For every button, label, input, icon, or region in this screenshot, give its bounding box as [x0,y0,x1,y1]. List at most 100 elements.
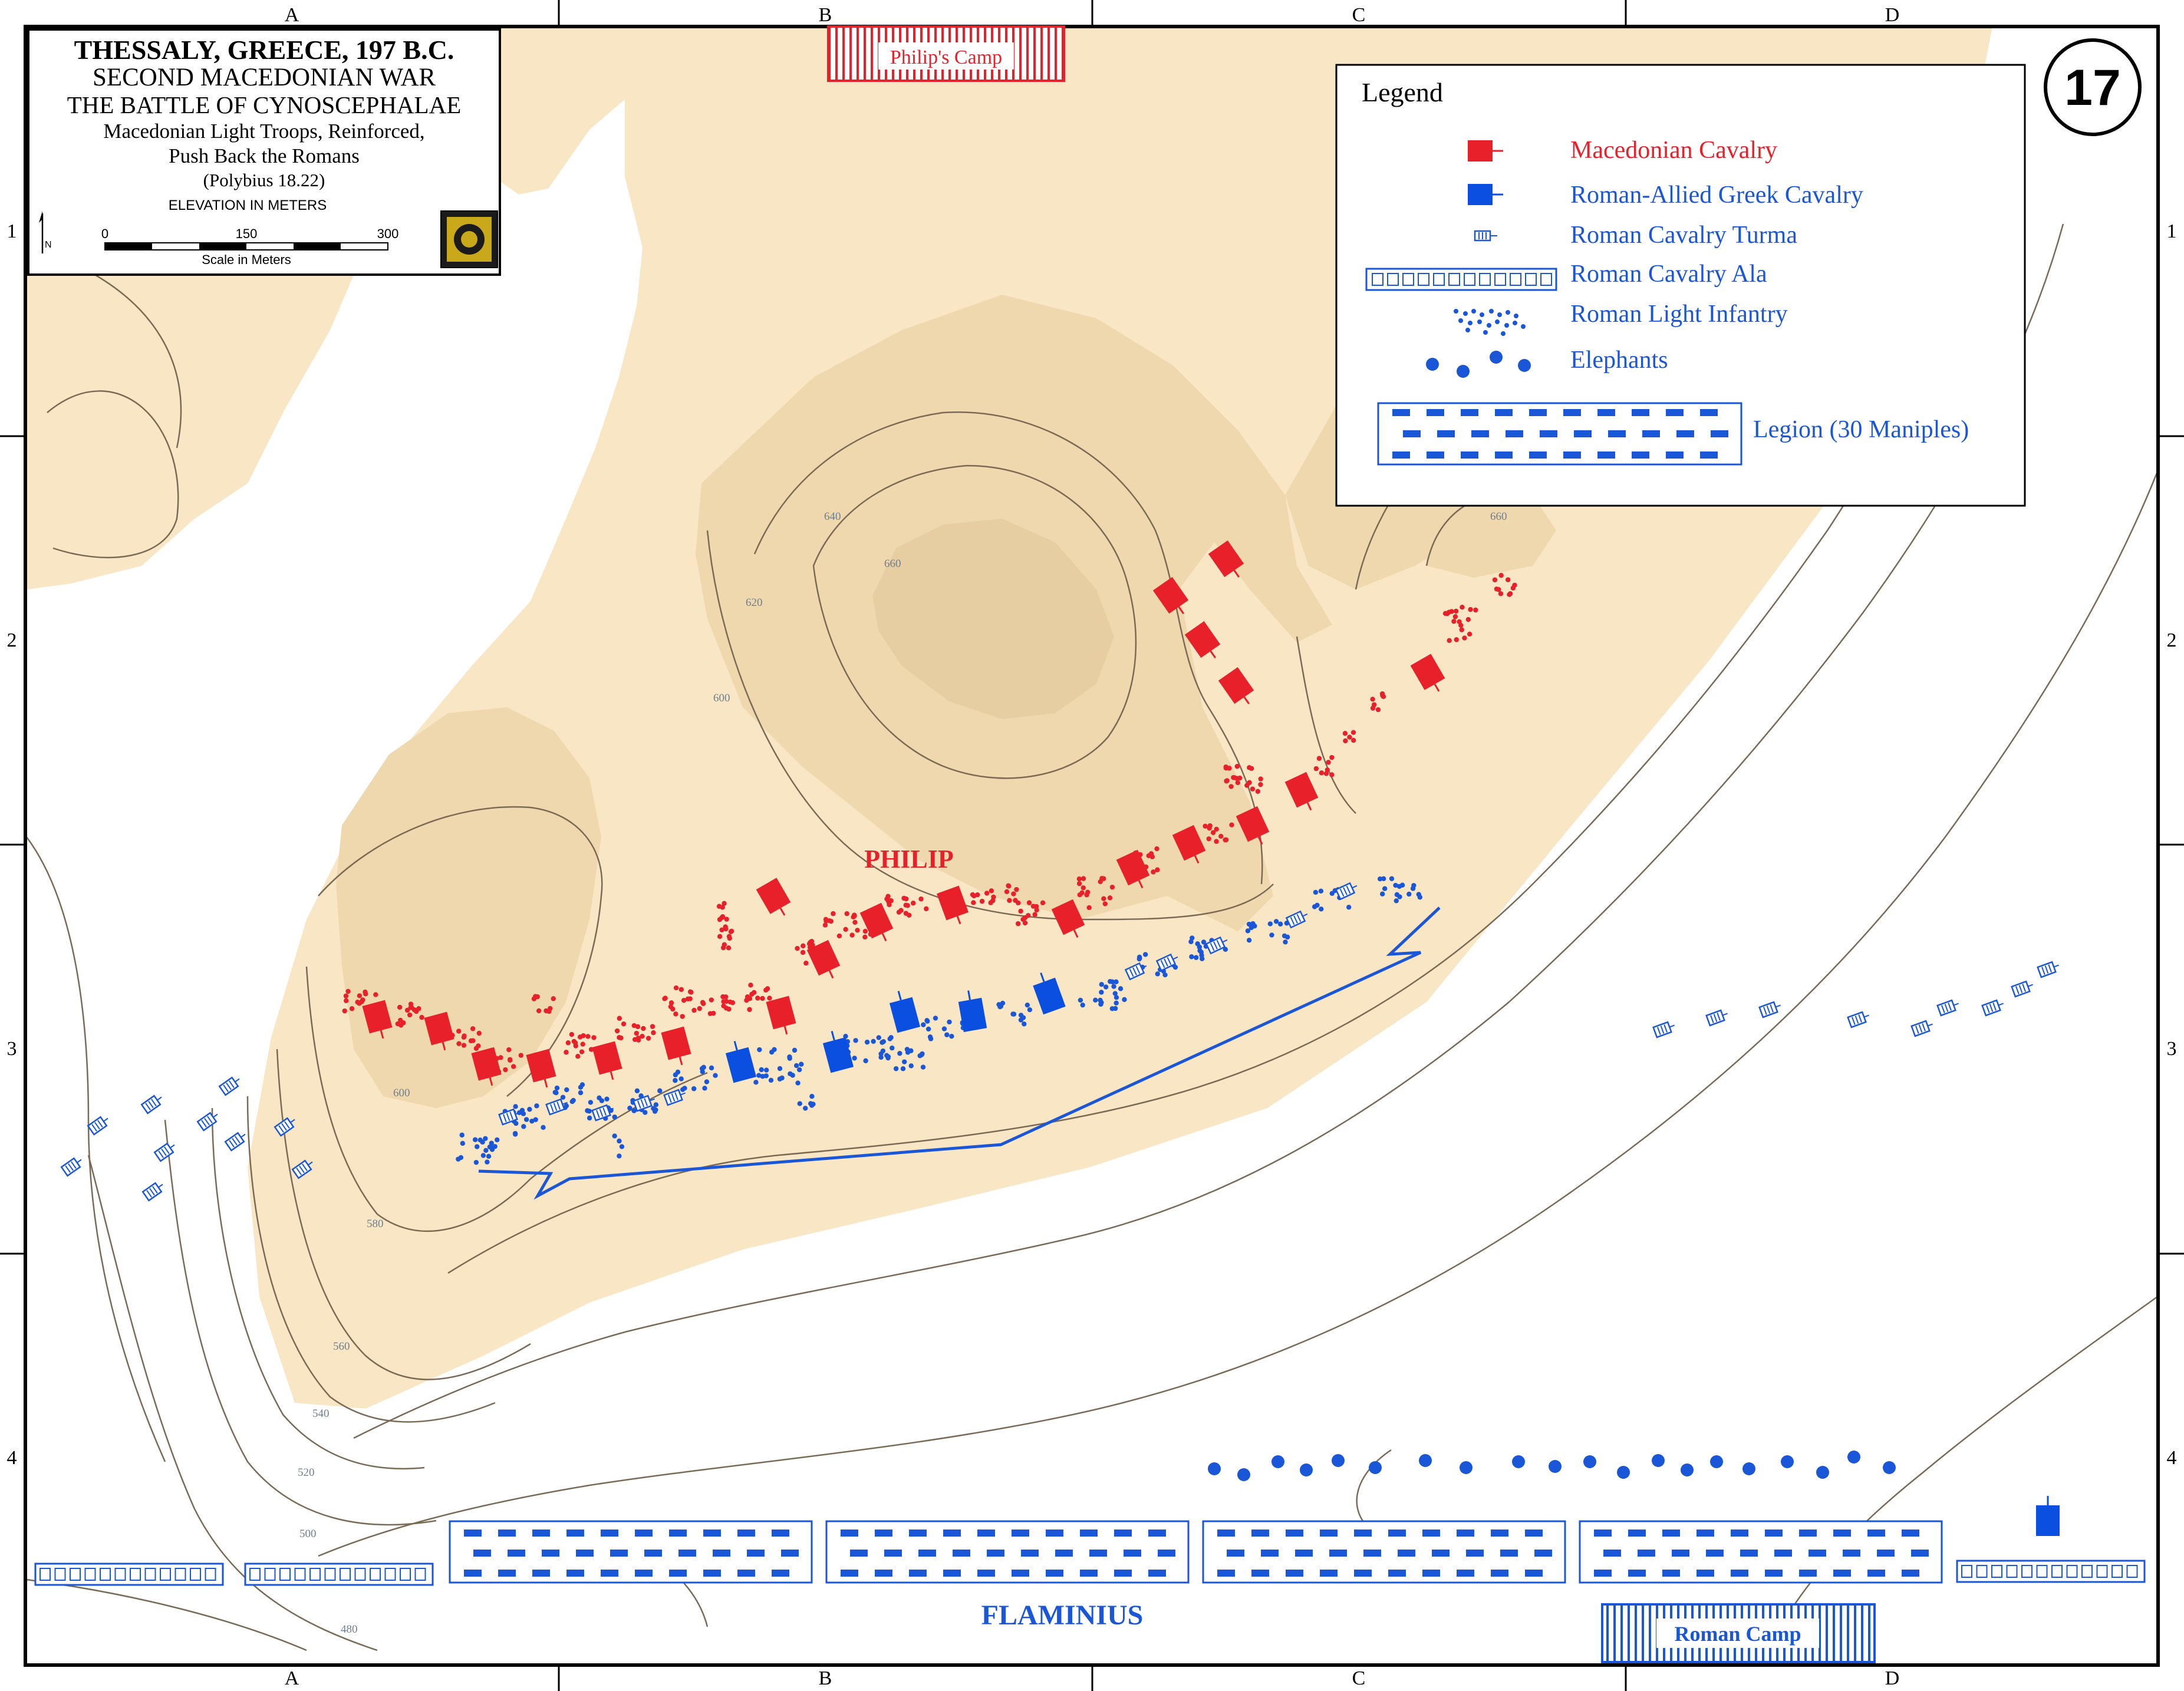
light-infantry-icon [680,1014,685,1019]
light-infantry-icon [1462,635,1467,641]
contour-labels: 640 660 620 600 600 580 560 540 520 500 … [298,510,1507,1636]
greek-cavalry-icon [1468,184,1493,205]
greek-cavalry-icon [958,990,987,1033]
light-infantry-icon [1375,707,1381,713]
macedonian-cavalry-icon [362,1000,393,1039]
light-infantry-layer [342,573,1517,1165]
legion-icon [1579,1520,1943,1584]
light-infantry-icon [521,1124,526,1129]
grid-row-1-left: 1 [7,220,17,242]
light-infantry-icon [971,900,976,905]
light-infantry-icon [1316,756,1322,761]
scale-label: Scale in Meters [202,252,291,267]
light-infantry-icon [344,998,349,1003]
light-infantry-icon [1318,888,1324,894]
light-infantry-icon [722,901,727,906]
light-infantry-icon [657,1088,663,1093]
light-infantry-icon [1101,896,1106,901]
light-infantry-icon [765,986,770,991]
contour-label: 660 [1490,510,1507,523]
light-infantry-icon [803,960,809,966]
light-infantry-icon [554,1085,560,1091]
light-infantry-icon [488,1144,493,1150]
turma-icon [1981,999,2004,1017]
grid-col-a-bottom: A [285,1667,299,1689]
light-infantry-icon [1326,760,1331,765]
svg-text:N: N [45,240,52,250]
light-infantry-icon [614,1028,620,1034]
light-infantry-icon [682,1086,687,1091]
turma-icon [1124,962,1147,981]
light-infantry-icon [534,1103,539,1109]
light-infantry-icon [1410,886,1416,891]
light-infantry-icon [697,1006,702,1011]
macedonian-cavalry-icon [1172,825,1206,864]
light-infantry-icon [1151,869,1156,875]
light-infantry-icon [879,1040,885,1045]
light-infantry-icon [792,1047,798,1053]
grid-row-2-right: 2 [2167,629,2177,651]
light-infantry-icon [1454,309,1526,336]
light-infantry-icon [617,1016,622,1021]
light-infantry-icon [755,996,760,1001]
light-infantry-icon [579,1082,585,1087]
light-infantry-icon [363,991,368,997]
light-infantry-icon [1228,784,1234,789]
light-infantry-icon [1085,889,1091,895]
light-infantry-icon [355,1000,360,1005]
light-infantry-icon [681,998,687,1003]
grid-col-b-bottom: B [819,1667,832,1689]
turma-icon [274,1117,295,1137]
turma-icon [2037,961,2060,978]
light-infantry-icon [564,1103,569,1109]
light-infantry-icon [662,996,667,1001]
light-infantry-icon [689,990,694,995]
legend-label: Roman Cavalry Turma [1570,222,1797,249]
light-infantry-icon [1283,940,1288,945]
greek-cavalry-icon [725,1041,757,1083]
roman-advance-path [478,907,1441,1200]
light-infantry-icon [763,1067,769,1073]
map-phase-line1: Macedonian Light Troops, Reinforced, [103,120,424,143]
light-infantry-icon [1512,582,1517,588]
light-infantry-icon [1319,907,1324,912]
map-subtitle-war: SECOND MACEDONIAN WAR [93,64,436,91]
contour-label: 500 [299,1528,317,1540]
light-infantry-icon [572,1040,578,1046]
light-infantry-icon [853,1038,858,1043]
light-infantry-icon [1190,935,1195,941]
light-infantry-icon [749,991,755,997]
light-infantry-icon [518,1053,523,1058]
light-infantry-icon [1110,979,1115,985]
grid-col-a-top: A [285,4,299,26]
roman-advance-line [478,907,1441,1200]
light-infantry-icon [612,1114,617,1120]
light-infantry-icon [918,896,924,902]
elephant-icon [1883,1461,1896,1474]
north-arrow-icon: N [39,211,52,253]
legion-icon [1377,402,1742,466]
macedonian-cavalry-icon [756,878,791,916]
light-infantry-icon [710,1010,716,1016]
light-infantry-icon [1467,631,1473,637]
light-infantry-icon [852,1056,857,1061]
turma-icon [1847,1011,1870,1029]
light-infantry-icon [1394,898,1399,904]
light-infantry-icon [503,1067,508,1073]
light-infantry-icon [1245,928,1251,934]
light-infantry-icon [1342,731,1348,736]
light-infantry-icon [460,1140,466,1146]
elephant-icon [1512,1455,1525,1468]
light-infantry-icon [1086,905,1092,911]
light-infantry-icon [801,943,806,948]
light-infantry-icon [1207,825,1212,831]
turma-icon [291,1159,313,1179]
light-infantry-icon [1210,830,1216,835]
elephant-icon [1549,1460,1562,1473]
light-infantry-icon [1223,837,1229,843]
light-infantry-icon [730,1000,736,1006]
elevation-note: ELEVATION IN METERS [169,197,327,213]
light-infantry-icon [1018,908,1023,914]
light-infantry-icon [1081,885,1086,891]
light-infantry-icon [456,1041,462,1046]
